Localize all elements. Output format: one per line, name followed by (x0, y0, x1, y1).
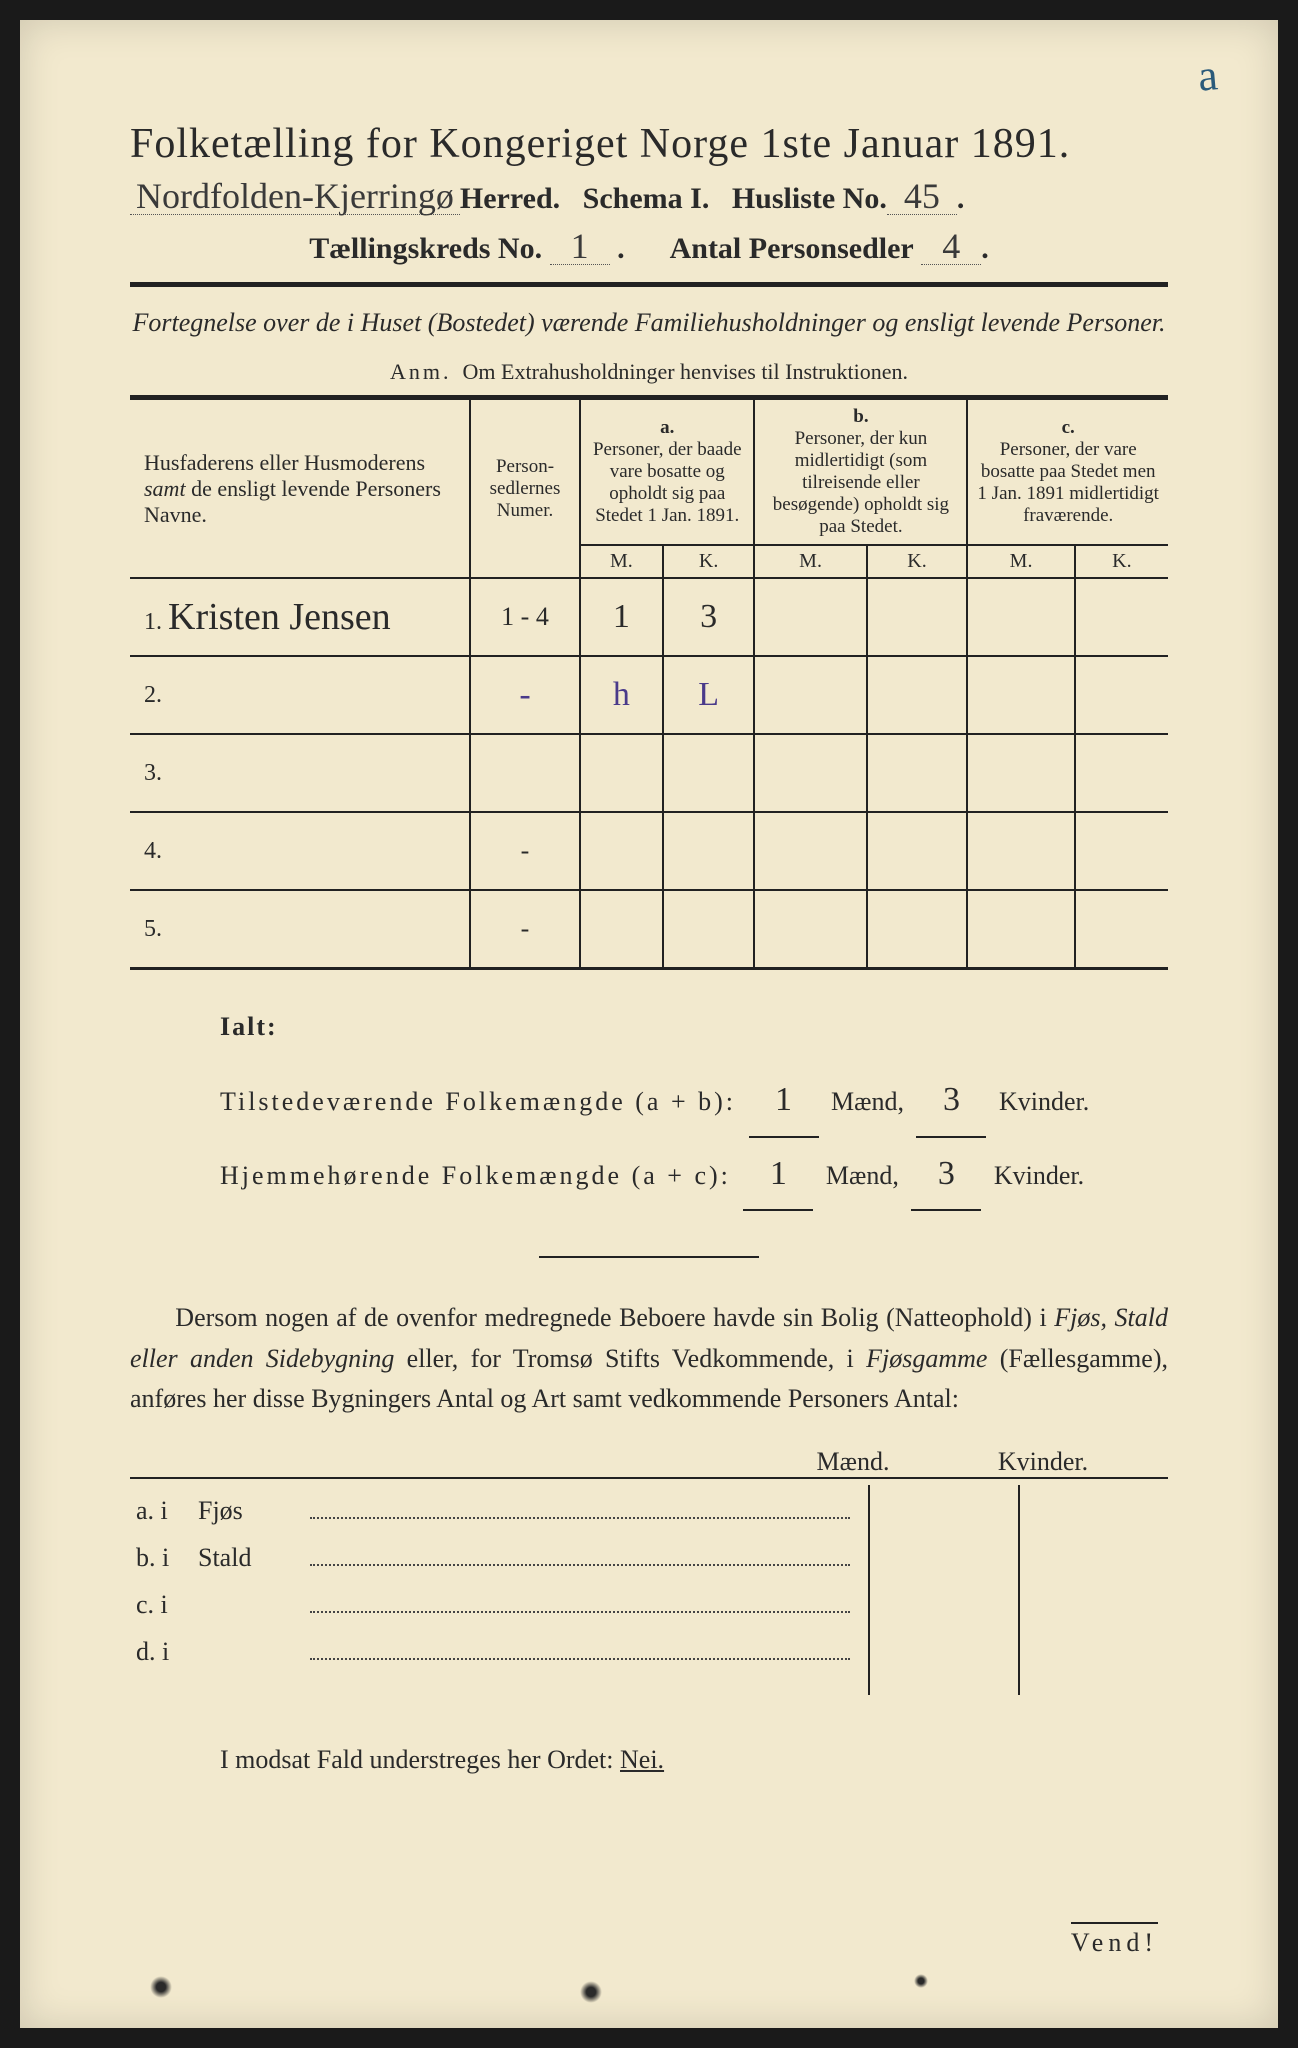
person-name: Kristen Jensen (168, 596, 391, 638)
col-header-name: Husfaderens eller Husmode­rens samt de e… (130, 398, 470, 579)
husliste-label: Husliste No. (732, 182, 887, 216)
l2-kvinder: 3 (938, 1155, 955, 1192)
side-row: d. i (132, 1628, 854, 1673)
paper-blemish (150, 1976, 172, 1998)
herred-label: Herred. (460, 182, 560, 216)
side-kvinder-col (1018, 1485, 1168, 1695)
header-line-3: Tællingskreds No. 1 . Antal Personsedler… (130, 228, 1168, 266)
final-line: I modsat Fald understreges her Ordet: Ne… (130, 1745, 1168, 1775)
totals-line-1: Tilstedeværende Folkemængde (a + b): 1 M… (220, 1064, 1168, 1137)
col-a-m: M. (580, 545, 663, 578)
totals-block: Ialt: Tilstedeværende Folkemængde (a + b… (130, 1000, 1168, 1211)
col-b-k: K. (867, 545, 968, 578)
side-row: b. i Stald (132, 1534, 854, 1579)
side-kvinder-header: Kvinder. (968, 1447, 1118, 1477)
subtitle: Fortegnelse over de i Huset (Bostedet) v… (130, 305, 1168, 341)
table-row: 1. Kristen Jensen 1 - 4 1 3 (130, 578, 1168, 656)
corner-annotation: a (1196, 49, 1220, 102)
census-form-page: a Folketælling for Kongeriget Norge 1ste… (20, 20, 1278, 2028)
l1-maend: 1 (775, 1081, 792, 1118)
ialt-label: Ialt: (220, 1000, 1168, 1055)
l1-kvinder: 3 (943, 1081, 960, 1118)
vend-label: Vend! (1071, 1922, 1158, 1958)
anm-label: Anm. (390, 359, 452, 384)
totals-line-2: Hjemmehørende Folkemængde (a + c): 1 Mæn… (220, 1138, 1168, 1211)
kreds-number: 1 (550, 228, 610, 265)
table-row: 2. - h L (130, 656, 1168, 734)
rule-1 (130, 282, 1168, 287)
col-c-k: K. (1075, 545, 1168, 578)
paper-blemish (580, 1981, 602, 2003)
antal-number: 4 (921, 228, 981, 265)
table-row: 5. - (130, 890, 1168, 968)
side-building-block: Mænd. Kvinder. a. i Fjøs b. i Stald c. i… (130, 1447, 1168, 1695)
dwelling-paragraph: Dersom nogen af de ovenfor medregnede Be… (130, 1298, 1168, 1419)
table-row: 3. (130, 734, 1168, 812)
l2-maend: 1 (770, 1155, 787, 1192)
side-maend-header: Mænd. (778, 1447, 928, 1477)
side-row: c. i (132, 1581, 854, 1626)
herred-name-handwritten: Nordfolden-Kjerringø (130, 178, 460, 215)
col-c-m: M. (967, 545, 1074, 578)
col-header-c: c. Personer, der vare bosatte paa Stedet… (967, 398, 1168, 546)
nei-underlined: Nei. (620, 1745, 664, 1774)
paper-blemish (914, 1974, 928, 1988)
husliste-number: 45 (887, 178, 957, 215)
col-b-m: M. (754, 545, 866, 578)
anm-text: Om Extrahusholdninger henvises til Instr… (463, 359, 908, 384)
table-row: 4. - (130, 812, 1168, 890)
side-maend-col (868, 1485, 1018, 1695)
col-header-numer: Person­sedler­nes Numer. (470, 398, 580, 579)
side-row: a. i Fjøs (132, 1487, 854, 1532)
antal-label: Antal Personsedler (670, 232, 914, 265)
side-building-list: a. i Fjøs b. i Stald c. i d. i (130, 1485, 856, 1675)
kreds-label: Tællingskreds No. (309, 232, 542, 265)
header-line-2: Nordfolden-Kjerringø Herred. Schema I. H… (130, 178, 1168, 216)
page-title: Folketælling for Kongeriget Norge 1ste J… (130, 120, 1168, 168)
census-table: Husfaderens eller Husmode­rens samt de e… (130, 395, 1168, 970)
col-header-b: b. Personer, der kun midlertidigt (som t… (754, 398, 967, 546)
separator (539, 1256, 759, 1258)
col-a-k: K. (663, 545, 755, 578)
schema-label: Schema I. (583, 182, 710, 216)
col-header-a: a. Personer, der baade vare bosatte og o… (580, 398, 754, 546)
anm-line: Anm. Om Extrahusholdninger henvises til … (130, 359, 1168, 385)
